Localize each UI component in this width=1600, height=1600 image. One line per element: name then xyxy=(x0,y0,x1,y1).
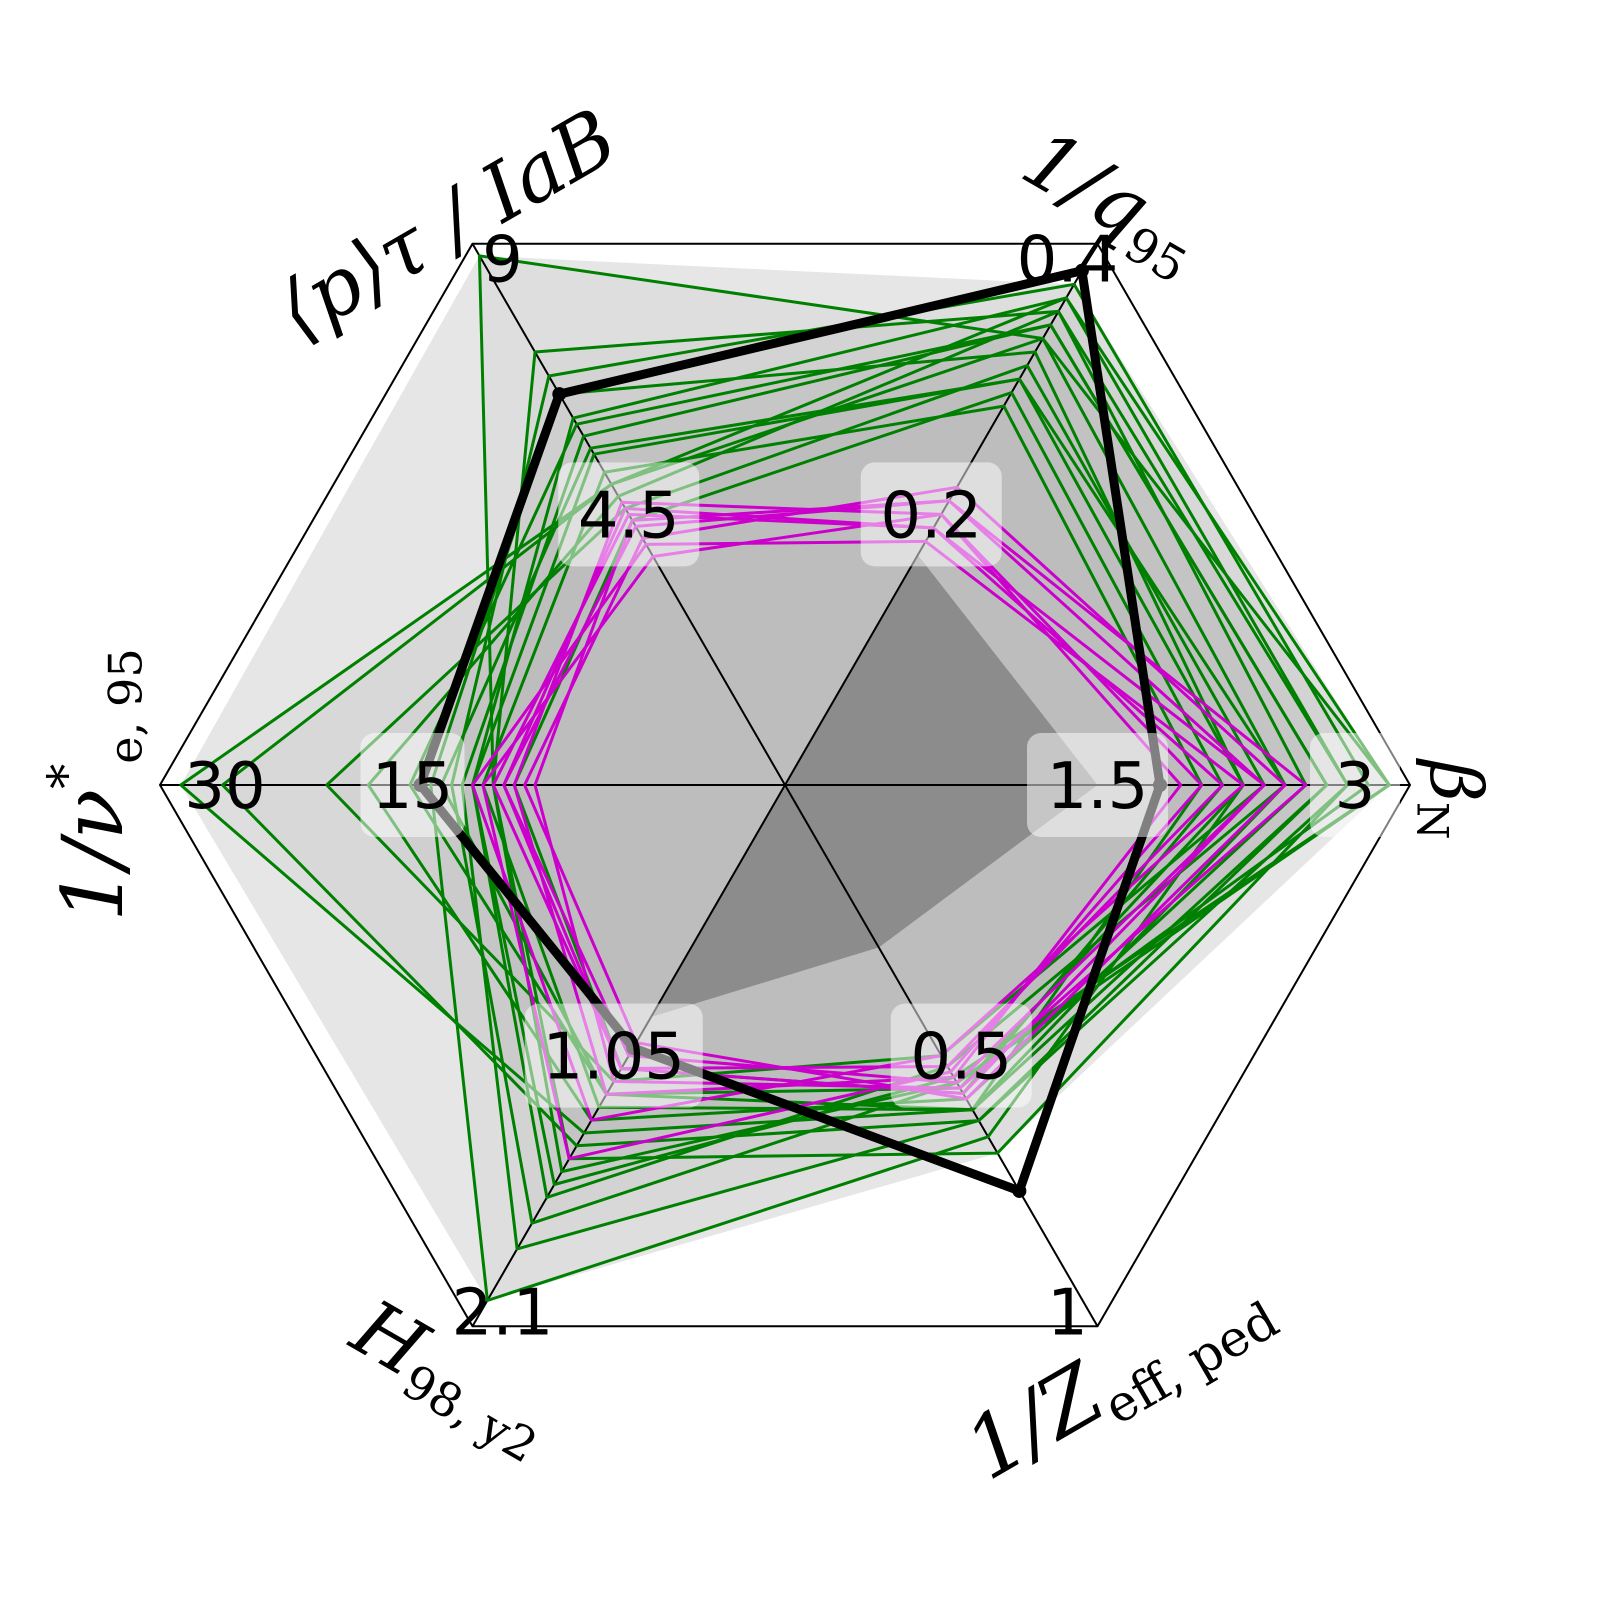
max-tick-label: 9 xyxy=(482,224,523,298)
max-tick-label: 0.4 xyxy=(1017,224,1119,298)
axis-title-sub: eff, ped xyxy=(1094,1290,1288,1436)
axis-title-main: β xyxy=(1414,757,1498,802)
max-tick-box xyxy=(1310,733,1400,837)
max-tick-label: 2.1 xyxy=(452,1276,554,1350)
mid-tick-label: 1.05 xyxy=(543,1021,686,1095)
axis-title-sub: e, 95 xyxy=(98,648,152,763)
axis-title-main: 1/ν xyxy=(44,789,142,922)
axis-title-sup: * xyxy=(37,764,96,789)
mid-tick-label: 4.5 xyxy=(578,479,680,553)
target-point xyxy=(552,387,567,402)
max-tick-label: 30 xyxy=(184,750,265,824)
axis-title-inv_zeff_ped: 1/Zeff, ped xyxy=(949,1249,1288,1506)
mid-tick-box xyxy=(360,733,465,837)
max-tick-label: 1 xyxy=(1047,1276,1088,1350)
axis-title-sub: 98, y2 xyxy=(393,1355,546,1475)
run-fill xyxy=(180,338,1285,1133)
mid-tick-label: 15 xyxy=(372,750,453,824)
mid-tick-label: 0.5 xyxy=(910,1021,1012,1095)
mid-tick-box xyxy=(558,462,700,567)
run-fill xyxy=(326,365,1265,1082)
axis-title-beta_n: βN xyxy=(1406,757,1498,839)
mid-tick-box xyxy=(860,462,1002,567)
tick-labels: 1.5 3 0.2 0.4 4.5 9 15 30 1.05 2.1 0.5 1 xyxy=(184,224,1400,1350)
mid-tick-box xyxy=(1027,733,1168,837)
mid-tick-label: 1.5 xyxy=(1047,750,1149,824)
axis-title-inv_nu_e95: 1/ν*e, 95 xyxy=(37,648,153,921)
mid-tick-box xyxy=(890,1003,1032,1108)
max-tick-label: 3 xyxy=(1335,750,1376,824)
axis-title-sub: N xyxy=(1406,802,1456,840)
outer-envelope-fill xyxy=(180,255,1390,1301)
mid-tick-label: 0.2 xyxy=(880,479,982,553)
axis-title-main: 1/Z xyxy=(949,1343,1121,1499)
mid-tick-box xyxy=(524,1003,703,1108)
green-run-line xyxy=(179,337,1287,1135)
target-point xyxy=(1074,263,1089,278)
target-point xyxy=(1012,1183,1027,1198)
